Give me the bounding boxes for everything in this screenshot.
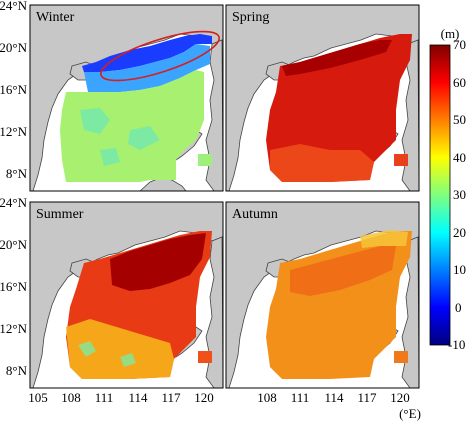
colorbar-tick-label: -10 <box>448 337 465 352</box>
y-axis-top: 24°N 20°N 16°N 12°N 8°N <box>0 0 28 181</box>
panel-frame-summer <box>29 201 224 389</box>
panel-title-spring: Spring <box>232 10 269 25</box>
y-tick-label: 24°N <box>0 195 28 210</box>
panel-title-autumn: Autumn <box>232 207 278 222</box>
x-tick-label: 117 <box>161 390 181 405</box>
y-tick-label: 8°N <box>6 363 28 378</box>
x-axis-left: 105 108 111 114 117 120 <box>28 390 214 405</box>
colorbar-gradient <box>429 44 451 346</box>
colorbar-tick-label: 60 <box>453 75 466 90</box>
colorbar-unit: (m) <box>441 26 460 41</box>
autumn-field-warm <box>290 246 396 296</box>
winter-field-cool-patches <box>80 108 160 166</box>
winter-field-south <box>60 70 204 182</box>
x-tick-label: 117 <box>357 390 377 405</box>
x-axis-unit: (°E) <box>399 406 421 421</box>
panel-autumn: Autumn <box>226 202 419 388</box>
y-tick-label: 20°N <box>0 237 28 252</box>
panel-frame-winter <box>29 4 224 192</box>
x-tick-label: 120 <box>390 390 410 405</box>
y-tick-label: 12°N <box>0 321 28 336</box>
colorbar-tick-label: 10 <box>453 262 466 277</box>
panel-title-summer: Summer <box>36 207 84 222</box>
y-tick-label: 24°N <box>0 0 28 13</box>
winter-field-east-block <box>198 154 212 166</box>
panel-spring: Spring <box>226 5 419 191</box>
x-tick-label: 108 <box>257 390 277 405</box>
summer-field-cyan-spots <box>78 341 136 367</box>
autumn-field-yellow-north <box>360 230 408 248</box>
y-axis-bottom: 24°N 20°N 16°N 12°N 8°N <box>0 195 28 378</box>
x-tick-label: 105 <box>28 390 48 405</box>
autumn-field-east-block <box>394 351 408 363</box>
colorbar-tick-label: 40 <box>453 150 466 165</box>
x-tick-label: 120 <box>194 390 214 405</box>
colorbar-tick-label: 20 <box>453 225 466 240</box>
summer-field-dark <box>110 233 206 291</box>
x-tick-label: 111 <box>95 390 114 405</box>
panel-title-winter: Winter <box>36 10 75 25</box>
y-tick-label: 16°N <box>0 279 28 294</box>
summer-field-cool-south <box>66 319 174 379</box>
spring-field-warm-edge <box>270 144 374 182</box>
x-tick-label: 111 <box>291 390 310 405</box>
panel-summer: Summer <box>30 202 223 388</box>
colorbar-tick-label: 30 <box>453 187 466 202</box>
highlight-ellipse <box>100 30 220 82</box>
spring-field-dark <box>282 40 392 76</box>
colorbar-tick-label: 50 <box>453 112 466 127</box>
winter-field-north <box>82 34 212 72</box>
panel-frame-spring <box>225 4 420 192</box>
colorbar: (m) 70 60 50 40 30 20 10 0 -10 <box>429 26 466 352</box>
panel-frame-autumn <box>225 201 420 389</box>
colorbar-tick-label: 0 <box>455 300 462 315</box>
panel-winter: Winter <box>30 5 223 191</box>
y-tick-label: 8°N <box>6 166 28 181</box>
x-tick-label: 114 <box>324 390 344 405</box>
y-tick-label: 12°N <box>0 124 28 139</box>
summer-field-east-block <box>198 351 212 363</box>
y-tick-label: 20°N <box>0 40 28 55</box>
y-tick-label: 16°N <box>0 82 28 97</box>
x-tick-label: 108 <box>61 390 81 405</box>
x-axis-right: 108 111 114 117 120 <box>257 390 410 405</box>
spring-field-east-block <box>394 154 408 166</box>
x-tick-label: 114 <box>128 390 148 405</box>
colorbar-tick-label: 70 <box>453 37 466 52</box>
